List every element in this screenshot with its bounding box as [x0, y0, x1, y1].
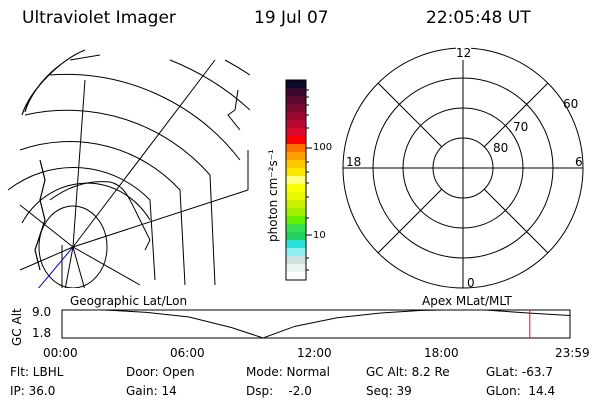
colorbar-segment — [286, 120, 306, 129]
colorbar-segment — [286, 88, 306, 97]
plot-frame — [61, 309, 571, 339]
colorbar-segment — [286, 200, 306, 209]
colorbar — [285, 79, 312, 281]
colorbar-segment — [286, 216, 306, 225]
colorbar-label: photon cm⁻²s⁻¹ — [266, 149, 280, 242]
colorbar-segment — [286, 208, 306, 217]
door: Door: Open — [126, 365, 195, 379]
colorbar-tick-100: 100 — [313, 142, 333, 153]
glon: GLon: 14.4 — [486, 384, 556, 398]
lat-circle — [19, 141, 186, 286]
mode: Mode: Normal — [246, 365, 330, 379]
lat-circle — [24, 109, 216, 286]
colorbar-segment — [286, 152, 306, 161]
coastline — [227, 89, 241, 131]
lat-circle — [38, 205, 108, 288]
colorbar-frame — [285, 79, 307, 281]
mlt-12: 12 — [456, 46, 472, 60]
colorbar-segment — [286, 176, 306, 185]
gc-alt-plot — [61, 309, 571, 339]
colorbar-segment — [286, 112, 306, 121]
mlat-60: 60 — [563, 97, 579, 111]
colorbar-segment — [286, 168, 306, 177]
gain: Gain: 14 — [126, 384, 177, 398]
polar-plot — [342, 47, 584, 289]
filter: Flt: LBHL — [10, 365, 64, 379]
lat-circle — [7, 167, 156, 281]
x-tick: 12:00 — [297, 346, 332, 360]
colorbar-segment — [286, 144, 306, 153]
colorbar-segment — [286, 192, 306, 201]
y-tick-9: 9.0 — [32, 305, 52, 319]
y-axis-label: GC Alt — [10, 308, 24, 346]
gc-alt: GC Alt: 8.2 Re — [366, 365, 450, 379]
mlt-18: 18 — [346, 155, 362, 169]
colorbar-segment — [286, 272, 306, 281]
colorbar-segment — [286, 248, 306, 257]
orbit-track — [38, 246, 74, 288]
x-tick: 06:00 — [170, 346, 205, 360]
x-tick: 18:00 — [424, 346, 459, 360]
colorbar-segment — [286, 256, 306, 265]
gc-alt-line — [62, 309, 571, 339]
dsp: Dsp: -2.0 — [246, 384, 312, 398]
colorbar-segment — [286, 264, 306, 273]
colorbar-tick-10: 10 — [313, 230, 326, 241]
y-tick-1.8: 1.8 — [32, 326, 52, 340]
colorbar-segment — [286, 160, 306, 169]
polar-label: Apex MLat/MLT — [422, 294, 512, 308]
coastline — [49, 181, 151, 251]
colorbar-segment — [286, 104, 306, 113]
mlat-70: 70 — [513, 120, 529, 134]
colorbar-segment — [286, 128, 306, 137]
x-tick: 00:00 — [43, 346, 78, 360]
colorbar-segment — [286, 240, 306, 249]
time: 22:05:48 UT — [426, 8, 531, 28]
colorbar-segment — [286, 96, 306, 105]
x-tick: 23:59 — [555, 346, 590, 360]
lat-circle — [69, 54, 250, 111]
colorbar-segment — [286, 224, 306, 233]
colorbar-segment — [286, 80, 306, 89]
geographic-map — [7, 49, 250, 288]
mlt-0: 0 — [467, 276, 475, 290]
coastline — [21, 49, 86, 271]
glat: GLat: -63.7 — [486, 365, 553, 379]
lat-circle — [49, 73, 241, 161]
map-label: Geographic Lat/Lon — [70, 294, 188, 308]
ip: IP: 36.0 — [10, 384, 56, 398]
mlt-6: 6 — [575, 155, 583, 169]
colorbar-segment — [286, 232, 306, 241]
colorbar-segment — [286, 136, 306, 145]
mlat-80: 80 — [493, 141, 509, 155]
date: 19 Jul 07 — [254, 8, 329, 28]
title: Ultraviolet Imager — [22, 8, 176, 28]
colorbar-segment — [286, 184, 306, 193]
seq: Seq: 39 — [366, 384, 412, 398]
